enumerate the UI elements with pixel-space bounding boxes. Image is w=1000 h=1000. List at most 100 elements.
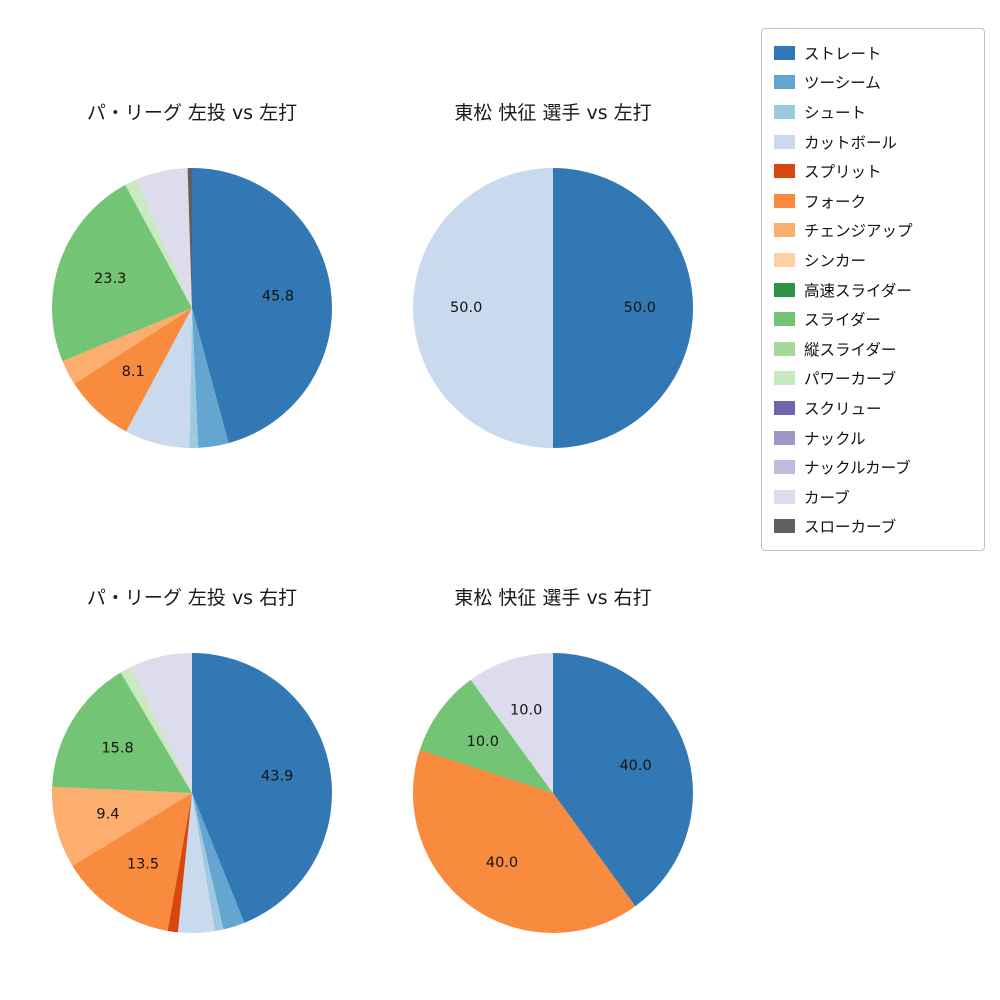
pie-slice-straight: [192, 653, 332, 923]
legend-item-vertical-slider: 縦スライダー: [774, 334, 972, 364]
chart-title: パ・リーグ 左投 vs 右打: [86, 587, 298, 609]
legend-item-cut-ball: カットボール: [774, 127, 972, 157]
pie-slice-cut-ball: [413, 168, 553, 448]
legend-label: スプリット: [804, 163, 882, 182]
pie-slice-changeup: [52, 786, 193, 866]
legend-item-sinker: シンカー: [774, 245, 972, 275]
legend-label: スローカーブ: [804, 518, 897, 537]
slice-percentage-label: 9.4: [96, 807, 119, 823]
chart-title: 東松 快征 選手 vs 右打: [454, 587, 652, 609]
pie-slice-cut-ball: [126, 308, 192, 448]
chart-container-pa-league-vs-right: パ・リーグ 左投 vs 右打 43.9 13.5 9.4 15.8: [42, 585, 342, 943]
legend-label: シュート: [804, 103, 867, 122]
pie-slice-shoot: [189, 308, 199, 449]
legend-item-changeup: チェンジアップ: [774, 216, 972, 246]
legend-item-split: スプリット: [774, 156, 972, 186]
legend-item-two-seam: ツーシーム: [774, 68, 972, 98]
pie-chart: 43.9 13.5 9.4 15.8: [52, 653, 332, 933]
legend-label: カットボール: [804, 133, 898, 152]
slice-percentage-label: 13.5: [127, 857, 159, 873]
legend-label: ナックルカーブ: [804, 459, 911, 478]
legend-label: ツーシーム: [804, 74, 881, 93]
pie-slice-curve: [470, 653, 553, 793]
slice-percentage-label: 40.0: [486, 855, 518, 871]
pie-slice-curve: [130, 653, 192, 793]
legend-item-screw: スクリュー: [774, 393, 972, 423]
legend-swatch: [774, 519, 795, 534]
legend-label: スクリュー: [804, 399, 882, 418]
legend-swatch: [774, 312, 795, 327]
pie-slice-shoot: [192, 793, 224, 932]
legend-label: 縦スライダー: [804, 340, 897, 359]
slice-percentage-label: 10.0: [467, 734, 499, 750]
pie-slice-power-curve: [125, 179, 192, 308]
slice-percentage-label: 40.0: [619, 758, 651, 774]
legend-item-fast-slider: 高速スライダー: [774, 275, 972, 305]
pie-chart: 50.0 50.0: [413, 168, 693, 448]
chart-title: パ・リーグ 左投 vs 左打: [86, 102, 298, 124]
slice-percentage-label: 23.3: [94, 271, 126, 287]
pie-slice-straight: [192, 168, 332, 444]
legend-label: パワーカーブ: [804, 370, 897, 389]
legend-item-slider: スライダー: [774, 304, 972, 334]
slice-percentage-label: 8.1: [122, 364, 145, 380]
legend-label: ストレート: [804, 44, 882, 63]
pie-slice-power-curve: [120, 667, 192, 793]
slice-percentage-label: 50.0: [624, 300, 656, 316]
slice-percentage-label: 43.9: [261, 769, 293, 785]
legend-label: ナックル: [804, 429, 866, 448]
legend-label: スライダー: [804, 311, 881, 330]
legend-item-knuckle: ナックル: [774, 423, 972, 453]
pie-slice-straight: [553, 653, 693, 907]
chart-container-player-vs-right: 東松 快征 選手 vs 右打 40.0 40.0 10.0 10.0: [403, 585, 703, 943]
slice-percentage-label: 45.8: [262, 289, 294, 305]
legend-swatch: [774, 252, 795, 267]
pie-slice-slow-curve: [187, 168, 192, 308]
pie-slice-fork: [412, 749, 636, 933]
legend-swatch: [774, 223, 795, 238]
slice-percentage-label: 10.0: [510, 702, 542, 718]
legend-item-slow-curve: スローカーブ: [774, 512, 972, 542]
pie-slice-slider: [419, 679, 553, 793]
chart-container-pa-league-vs-left: パ・リーグ 左投 vs 左打 45.8 8.1 23.3: [42, 100, 342, 458]
legend-swatch: [774, 193, 795, 208]
legend-swatch: [774, 371, 795, 386]
legend-label: 高速スライダー: [804, 281, 912, 300]
legend-label: フォーク: [804, 192, 867, 211]
legend-swatch: [774, 400, 795, 415]
pie-slice-fork: [72, 793, 192, 931]
pie-slice-fork: [74, 308, 192, 432]
legend-item-straight: ストレート: [774, 38, 972, 68]
legend-item-shoot: シュート: [774, 97, 972, 127]
legend-swatch: [774, 45, 795, 60]
pie-slice-curve: [136, 168, 192, 308]
legend-swatch: [774, 460, 795, 475]
pie-slice-straight: [553, 168, 693, 448]
pie-slice-two-seam: [192, 793, 245, 930]
pie-slice-split: [167, 793, 192, 933]
chart-container-player-vs-left: 東松 快征 選手 vs 左打 50.0 50.0: [403, 100, 703, 458]
legend-swatch: [774, 282, 795, 297]
legend-swatch: [774, 104, 795, 119]
chart-title: 東松 快征 選手 vs 左打: [454, 102, 652, 124]
pie-chart: 45.8 8.1 23.3: [52, 168, 332, 449]
legend-label: カーブ: [804, 488, 850, 507]
legend: ストレートツーシームシュートカットボール スプリットフォークチェンジアップシンカー…: [761, 28, 985, 552]
legend-item-knuckle-curve: ナックルカーブ: [774, 452, 972, 482]
legend-item-curve: カーブ: [774, 482, 972, 512]
legend-swatch: [774, 489, 795, 504]
pie-slice-slider: [52, 672, 192, 793]
legend-label: チェンジアップ: [804, 222, 913, 241]
legend-swatch: [774, 430, 795, 445]
legend-swatch: [774, 134, 795, 149]
legend-swatch: [774, 164, 795, 179]
pie-slice-slider: [52, 184, 192, 362]
legend-item-fork: フォーク: [774, 186, 972, 216]
pie-slice-changeup: [62, 308, 193, 384]
pie-slice-cut-ball: [177, 793, 215, 933]
legend-swatch: [774, 75, 795, 90]
slice-percentage-label: 50.0: [450, 300, 482, 316]
legend-swatch: [774, 341, 795, 356]
pie-slice-two-seam: [192, 308, 229, 448]
